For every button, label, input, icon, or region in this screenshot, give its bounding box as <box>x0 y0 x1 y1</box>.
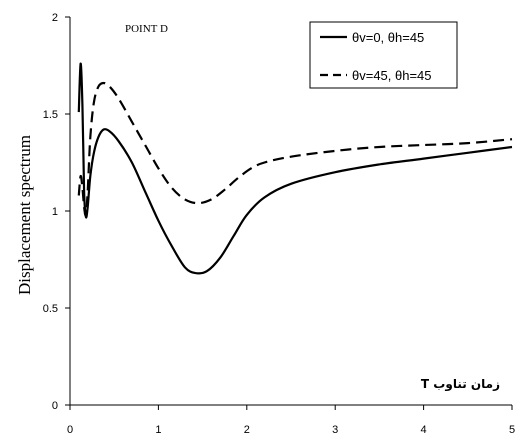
y-tick-label: 0.5 <box>43 303 58 315</box>
y-tick-label: 1.5 <box>43 109 58 121</box>
legend-label-1: θv=0, θh=45 <box>352 30 424 45</box>
x-tick-label: 0 <box>67 424 73 436</box>
y-tick-label: 1 <box>52 206 58 218</box>
x-tick-label: 1 <box>155 424 161 436</box>
tick-labels: 0 1 2 3 4 5 0 0.5 1 1.5 2 <box>43 12 515 436</box>
legend-label-2: θv=45, θh=45 <box>352 68 432 83</box>
x-tick-label: 2 <box>244 424 250 436</box>
series-lines <box>77 62 513 275</box>
legend-box <box>309 21 458 89</box>
x-axis-label: T زمان تناوب <box>421 377 500 392</box>
x-tick-label: 3 <box>332 424 338 436</box>
axes <box>65 16 513 410</box>
y-tick-label: 0 <box>52 400 58 412</box>
x-tick-label: 5 <box>509 424 515 436</box>
legend: θv=0, θh=45 θv=45, θh=45 <box>309 21 458 89</box>
chart-title: POINT D <box>125 23 168 35</box>
series-line-solid <box>77 62 513 275</box>
y-tick-label: 2 <box>52 12 58 24</box>
y-axis-label: Displacement spectrum <box>15 135 34 295</box>
x-tick-label: 4 <box>421 424 427 436</box>
series-line-dashed <box>77 81 513 217</box>
